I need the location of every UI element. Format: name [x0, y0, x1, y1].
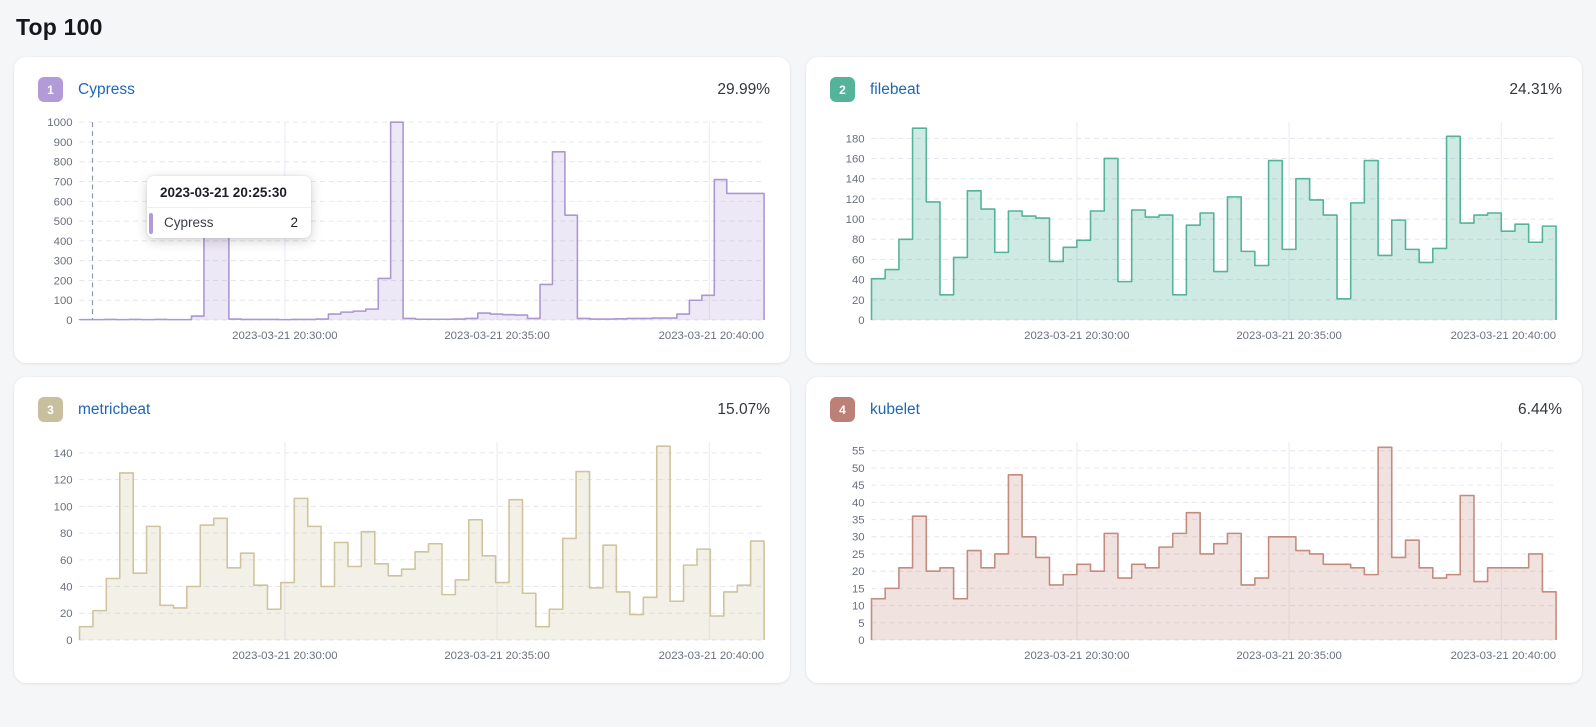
svg-text:160: 160 [846, 153, 865, 165]
page-title: Top 100 [16, 14, 103, 40]
card-metricbeat: 3 metricbeat 15.07% 2023-03-21 20:30:00 2… [14, 377, 790, 683]
card-kubelet: 4 kubelet 6.44% 2023-03-21 20:30:00 2023-… [806, 377, 1582, 683]
percent-value: 24.31% [1509, 80, 1562, 98]
svg-text:2023-03-21 20:35:00: 2023-03-21 20:35:00 [1236, 330, 1341, 342]
svg-text:2023-03-21 20:40:00: 2023-03-21 20:40:00 [659, 650, 764, 662]
svg-text:400: 400 [54, 236, 73, 248]
chart-cypress[interactable]: 2023-03-21 20:30:00 2023-03-21 20:35:00 20… [34, 114, 770, 346]
svg-text:80: 80 [60, 528, 73, 540]
tooltip-series-value: 2 [290, 215, 298, 230]
svg-text:2023-03-21 20:30:00: 2023-03-21 20:30:00 [232, 330, 337, 342]
svg-text:20: 20 [852, 295, 865, 307]
svg-text:2023-03-21 20:40:00: 2023-03-21 20:40:00 [1451, 650, 1556, 662]
svg-text:2023-03-21 20:30:00: 2023-03-21 20:30:00 [232, 650, 337, 662]
svg-text:100: 100 [846, 214, 865, 226]
svg-text:45: 45 [852, 480, 865, 492]
rank-badge: 1 [38, 77, 63, 102]
svg-text:800: 800 [54, 157, 73, 169]
svg-text:0: 0 [858, 635, 864, 647]
series-link-kubelet[interactable]: kubelet [870, 400, 920, 418]
svg-text:500: 500 [54, 216, 73, 228]
svg-text:180: 180 [846, 133, 865, 145]
svg-text:80: 80 [852, 234, 865, 246]
percent-value: 6.44% [1518, 400, 1562, 418]
card-header: 2 filebeat 24.31% [830, 77, 1562, 102]
tooltip-series-row: Cypress 2 [147, 208, 311, 238]
svg-text:20: 20 [852, 566, 865, 578]
tooltip-timestamp: 2023-03-21 20:25:30 [147, 176, 311, 208]
tooltip-series-name: Cypress [164, 215, 214, 230]
card-header: 4 kubelet 6.44% [830, 397, 1562, 422]
rank-badge: 3 [38, 397, 63, 422]
svg-text:40: 40 [60, 582, 73, 594]
svg-text:140: 140 [54, 448, 73, 460]
svg-text:15: 15 [852, 583, 865, 595]
cards-grid: 1 Cypress 29.99% 2023-03-21 20:30:00 2023… [0, 57, 1596, 683]
svg-text:2023-03-21 20:30:00: 2023-03-21 20:30:00 [1024, 330, 1129, 342]
rank-badge: 4 [830, 397, 855, 422]
card-filebeat: 2 filebeat 24.31% 2023-03-21 20:30:00 202… [806, 57, 1582, 363]
svg-text:100: 100 [54, 295, 73, 307]
svg-text:2023-03-21 20:35:00: 2023-03-21 20:35:00 [1236, 650, 1341, 662]
series-link-metricbeat[interactable]: metricbeat [78, 400, 151, 418]
svg-text:55: 55 [852, 446, 865, 458]
svg-text:40: 40 [852, 275, 865, 287]
svg-text:30: 30 [852, 532, 865, 544]
chart-tooltip: 2023-03-21 20:25:30 Cypress 2 [147, 176, 311, 238]
svg-text:35: 35 [852, 515, 865, 527]
svg-text:5: 5 [858, 618, 864, 630]
svg-text:900: 900 [54, 137, 73, 149]
chart-kubelet[interactable]: 2023-03-21 20:30:00 2023-03-21 20:35:00 20… [826, 434, 1562, 666]
svg-text:60: 60 [852, 254, 865, 266]
series-link-cypress[interactable]: Cypress [78, 80, 135, 98]
card-cypress: 1 Cypress 29.99% 2023-03-21 20:30:00 2023… [14, 57, 790, 363]
svg-text:0: 0 [66, 315, 72, 327]
svg-text:2023-03-21 20:35:00: 2023-03-21 20:35:00 [444, 330, 549, 342]
svg-text:60: 60 [60, 555, 73, 567]
svg-text:1000: 1000 [47, 117, 72, 129]
percent-value: 29.99% [717, 80, 770, 98]
svg-text:120: 120 [846, 194, 865, 206]
svg-text:2023-03-21 20:35:00: 2023-03-21 20:35:00 [444, 650, 549, 662]
svg-text:2023-03-21 20:30:00: 2023-03-21 20:30:00 [1024, 650, 1129, 662]
card-header: 3 metricbeat 15.07% [38, 397, 770, 422]
svg-text:600: 600 [54, 196, 73, 208]
chart-metricbeat[interactable]: 2023-03-21 20:30:00 2023-03-21 20:35:00 20… [34, 434, 770, 666]
svg-text:2023-03-21 20:40:00: 2023-03-21 20:40:00 [1451, 330, 1556, 342]
rank-badge: 2 [830, 77, 855, 102]
svg-text:0: 0 [66, 635, 72, 647]
svg-text:40: 40 [852, 497, 865, 509]
svg-text:700: 700 [54, 176, 73, 188]
svg-text:20: 20 [60, 608, 73, 620]
svg-text:120: 120 [54, 475, 73, 487]
chart-filebeat[interactable]: 2023-03-21 20:30:00 2023-03-21 20:35:00 20… [826, 114, 1562, 346]
svg-text:10: 10 [852, 601, 865, 613]
series-link-filebeat[interactable]: filebeat [870, 80, 920, 98]
svg-text:25: 25 [852, 549, 865, 561]
svg-text:100: 100 [54, 501, 73, 513]
svg-text:300: 300 [54, 256, 73, 268]
svg-text:200: 200 [54, 275, 73, 287]
svg-text:50: 50 [852, 463, 865, 475]
svg-text:140: 140 [846, 174, 865, 186]
svg-text:2023-03-21 20:40:00: 2023-03-21 20:40:00 [659, 330, 764, 342]
card-header: 1 Cypress 29.99% [38, 77, 770, 102]
svg-text:0: 0 [858, 315, 864, 327]
percent-value: 15.07% [717, 400, 770, 418]
series-color-marker [149, 213, 153, 234]
